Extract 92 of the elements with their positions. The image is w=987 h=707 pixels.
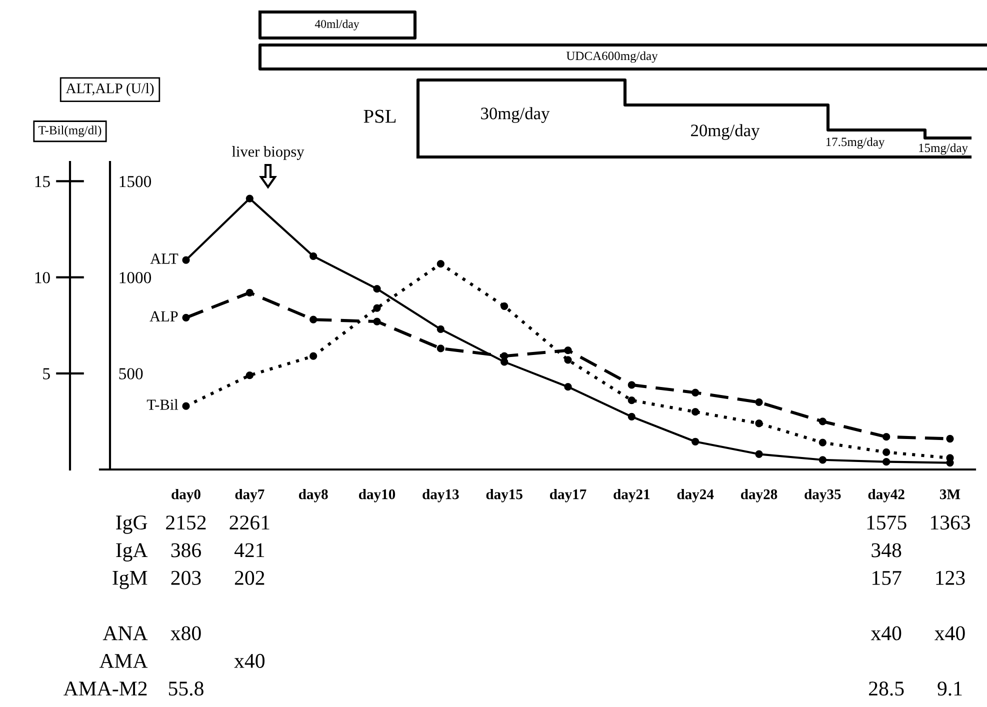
x-tick-label: day15 [486, 488, 522, 502]
text: x40 [934, 626, 965, 640]
y-tick-label: 5 [43, 368, 50, 380]
point [818, 456, 826, 464]
point [182, 256, 190, 264]
text: 55.8 [168, 682, 204, 696]
text: 28.5 [869, 682, 904, 696]
category-label: IgM [112, 571, 148, 590]
text: 40ml/day [314, 20, 360, 30]
x-tick-label: day17 [550, 488, 586, 502]
category-label: IgG [116, 516, 148, 534]
text: x40 [234, 654, 264, 668]
x-tick-label: day10 [358, 488, 396, 502]
text: UDCA600mg/day [566, 51, 658, 63]
text: 2152 [166, 516, 206, 530]
y-tick-label: 15 [35, 176, 50, 188]
point [755, 420, 763, 428]
text: 123 [936, 570, 965, 585]
series-label: ALP [150, 311, 178, 322]
x-tick-label: day21 [614, 488, 650, 502]
point [628, 412, 636, 420]
text: 1575 [867, 516, 906, 530]
y-tick-label: 10 [35, 272, 50, 284]
category-label: AMA-M2 [64, 682, 147, 696]
point [692, 438, 700, 446]
text: x40 [870, 626, 902, 640]
x-tick-label: day8 [298, 488, 328, 502]
point [628, 396, 636, 404]
text: 421 [234, 543, 264, 558]
point [436, 344, 444, 352]
point [246, 288, 254, 297]
point [692, 408, 700, 416]
text: 30mg/day [481, 107, 550, 123]
y2-tick-label: 500 [119, 368, 143, 380]
y2-tick-label: 1500 [120, 176, 152, 188]
y2-axis-title: ALT,ALP (U/l) [66, 83, 154, 96]
point [310, 252, 318, 260]
point [373, 304, 381, 312]
point [882, 433, 890, 441]
text: 20mg/day [691, 124, 760, 140]
text: 203 [171, 570, 201, 585]
text: 1363 [931, 516, 970, 530]
x-tick-label: day42 [868, 488, 904, 502]
text: 2261 [230, 516, 270, 530]
point [628, 381, 636, 389]
point [310, 316, 318, 324]
y2-tick-label: 1000 [120, 272, 152, 284]
x-tick-label: day28 [740, 488, 778, 502]
point [564, 383, 572, 391]
text: x80 [170, 626, 201, 640]
text: 348 [872, 543, 902, 558]
x-tick-label: 3M [940, 489, 960, 500]
point [755, 398, 763, 406]
x-tick-label: day35 [804, 488, 841, 502]
point [882, 448, 890, 456]
text: 157 [872, 570, 902, 585]
series-label: ALT [150, 254, 178, 264]
point [182, 314, 190, 322]
point [373, 285, 381, 293]
point [818, 418, 826, 426]
category-label: ANA [102, 626, 148, 640]
point [882, 458, 890, 466]
point [500, 352, 508, 360]
point [564, 346, 572, 354]
point [436, 325, 444, 334]
series-label: T-Bil [146, 399, 178, 410]
text: 17.5mg/day [826, 137, 885, 149]
category-label: AMA [99, 654, 148, 668]
point [246, 194, 254, 202]
point [564, 356, 572, 364]
point [373, 318, 381, 326]
x-tick-label: day13 [422, 488, 459, 502]
x-tick-label: day24 [677, 488, 714, 502]
point [692, 388, 700, 396]
point [755, 450, 763, 458]
text: liver biopsy [232, 146, 304, 160]
category-label: IgA [116, 543, 148, 562]
point [246, 372, 254, 380]
x-tick-label: day0 [172, 488, 200, 502]
point [182, 402, 190, 410]
x-tick-label: day7 [235, 488, 264, 502]
point [500, 302, 508, 310]
point [436, 260, 444, 268]
text: 15mg/day [919, 143, 968, 155]
y-axis-title: T-Bil(mg/dl) [38, 126, 102, 137]
text: 386 [171, 543, 202, 558]
point [818, 438, 826, 446]
text: PSL [364, 110, 396, 123]
point [310, 352, 318, 360]
point [946, 434, 954, 443]
text: 9.1 [938, 682, 962, 696]
text: 202 [234, 570, 264, 585]
